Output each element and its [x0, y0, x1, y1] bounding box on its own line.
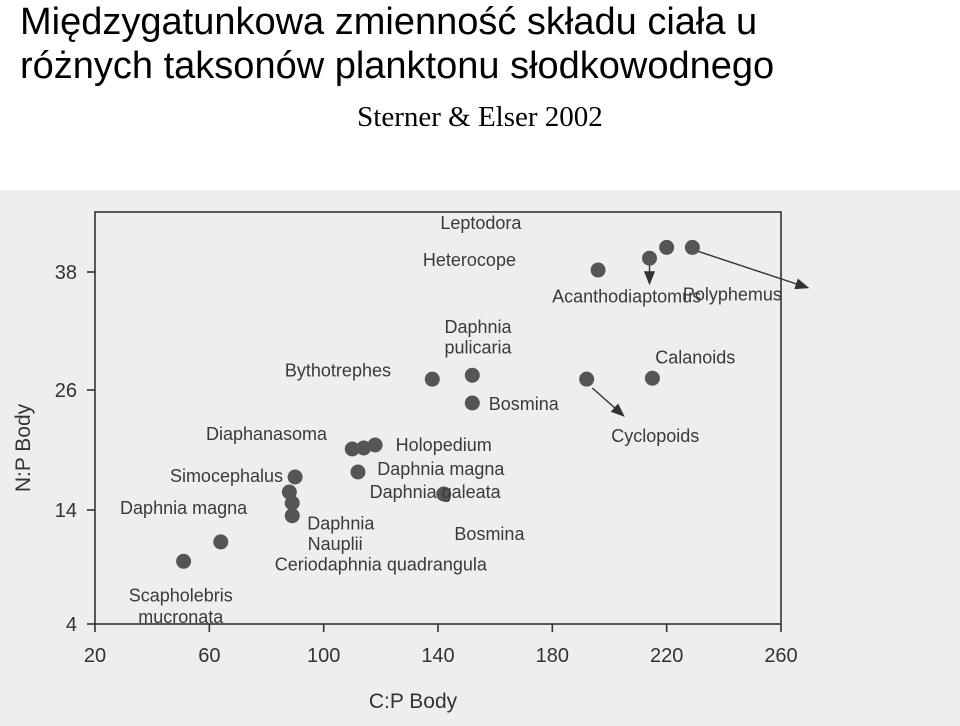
data-point: [436, 486, 452, 502]
data-point: [281, 484, 297, 500]
data-point: [284, 508, 300, 524]
taxon-label: Bosmina: [454, 524, 525, 544]
slide-title: Międzygatunkowa zmienność składu ciała u…: [20, 0, 950, 88]
data-point: [464, 395, 480, 411]
x-tick-label: 260: [764, 645, 797, 667]
taxon-label: mucronata: [138, 607, 224, 627]
taxon-label: Daphnia magna: [377, 459, 505, 479]
taxon-label: Heterocope: [423, 250, 516, 270]
data-point: [642, 250, 658, 266]
taxon-label: Bythotrephes: [285, 360, 391, 380]
y-tick-label: 14: [55, 500, 77, 522]
y-tick-label: 4: [66, 614, 77, 636]
data-point: [659, 239, 675, 255]
citation: Sterner & Elser 2002: [357, 101, 603, 133]
y-axis-label: N:P Body: [12, 403, 35, 492]
taxon-label: Ceriodaphnia quadrangula: [275, 555, 488, 575]
x-tick-label: 60: [198, 645, 220, 667]
data-point: [350, 464, 366, 480]
taxon-label: Scapholebris: [129, 586, 233, 606]
taxon-label: Daphnia: [444, 317, 512, 337]
taxon-label: Bosmina: [489, 394, 560, 414]
taxon-label: Daphnia galeata: [370, 482, 502, 502]
taxon-label: Acanthodiaptomus: [552, 287, 701, 307]
taxon-label: Cyclopoids: [611, 426, 699, 446]
taxon-label: pulicaria: [444, 338, 512, 358]
taxon-label: Simocephalus: [170, 466, 283, 486]
x-tick-label: 100: [307, 645, 340, 667]
x-tick-label: 180: [536, 645, 569, 667]
x-tick-label: 220: [650, 645, 683, 667]
x-tick-label: 20: [84, 645, 106, 667]
data-point: [464, 367, 480, 383]
arrow-cyclopoids: [591, 387, 625, 417]
arrow-polyphemus: [697, 250, 810, 290]
title-line-2: różnych taksonów planktonu słodkowodnego: [20, 45, 775, 87]
scatter-chart: 20 60 100 140 180 220 260 4 14 26 38 C:P Body N:P Bo…: [12, 211, 810, 713]
taxon-label: Nauplii: [308, 534, 363, 554]
taxon-label: Holopedium: [396, 435, 492, 455]
data-point: [424, 371, 440, 387]
taxon-label: Leptodora: [440, 213, 522, 233]
y-tick-label: 26: [55, 380, 77, 402]
data-point: [579, 371, 595, 387]
data-point: [367, 437, 383, 453]
data-point: [287, 469, 303, 485]
taxon-label: Daphnia magna: [120, 498, 248, 518]
title-line-1: Międzygatunkowa zmienność składu ciała u: [20, 1, 758, 43]
taxon-label: Polyphemus: [683, 285, 782, 305]
taxon-label: Calanoids: [655, 348, 735, 368]
data-point: [684, 239, 700, 255]
x-tick-label: 140: [421, 645, 454, 667]
scanned-figure: 20 60 100 140 180 220 260 4 14 26 38 C:P Body N:P Bo…: [0, 190, 960, 726]
data-point: [356, 440, 372, 456]
data-point: [644, 370, 660, 386]
data-point: [213, 534, 229, 550]
data-point: [176, 553, 192, 569]
data-point: [344, 441, 360, 457]
data-point: [590, 262, 606, 278]
y-tick-label: 38: [55, 262, 77, 284]
taxon-label: Diaphanasoma: [206, 424, 328, 444]
taxon-label: Daphnia: [307, 514, 375, 534]
x-axis-label: C:P Body: [369, 690, 458, 713]
